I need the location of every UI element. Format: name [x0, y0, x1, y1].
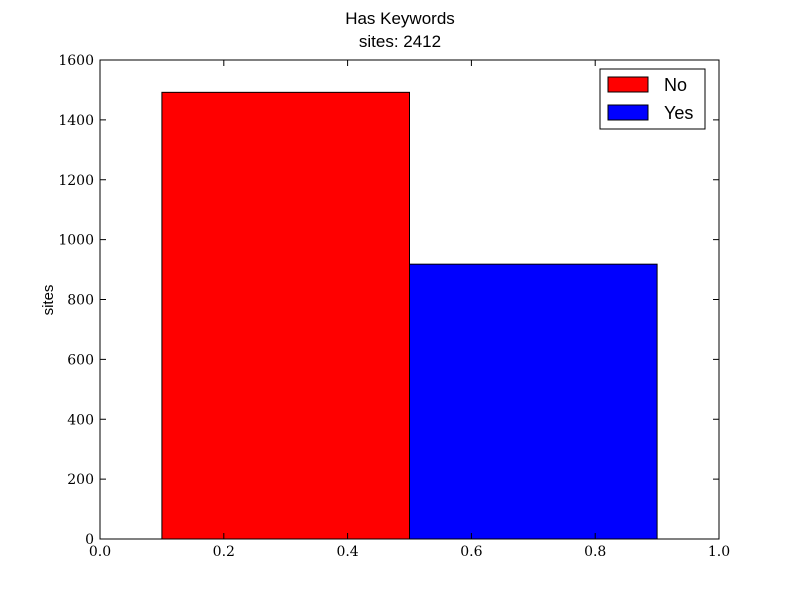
legend-swatch-no: [607, 76, 649, 93]
bars-layer: [161, 91, 658, 540]
y-tick-label: 1000: [58, 233, 94, 249]
bar-yes: [409, 263, 658, 540]
y-tick-label: 1400: [58, 113, 94, 129]
legend-swatch-yes: [607, 104, 649, 121]
y-tick-label: 0: [85, 532, 94, 548]
legend-label-yes: Yes: [664, 103, 693, 123]
plot-frame: [99, 59, 720, 540]
x-tick-label: 0.4: [336, 544, 358, 560]
x-tick-label: 0.2: [213, 544, 235, 560]
ticks-layer: 0.0 0.2 0.4 0.6 0.8 1.0 0 200 400 600 800 1000 1200 1…: [58, 53, 730, 560]
y-tick-label: 1600: [58, 53, 94, 69]
x-tick-label: 0.8: [584, 544, 606, 560]
bar-no: [161, 91, 410, 540]
legend: No Yes: [599, 68, 706, 130]
y-tick-label: 800: [67, 293, 94, 309]
chart-subtitle: sites: 2412: [359, 32, 441, 51]
x-tick-label: 0.0: [89, 544, 111, 560]
chart-title: Has Keywords: [345, 9, 455, 28]
y-tick-label: 1200: [58, 173, 94, 189]
y-axis-label: sites: [40, 285, 57, 316]
y-tick-label: 200: [67, 472, 94, 488]
y-tick-label: 600: [67, 352, 94, 368]
x-tick-label: 1.0: [708, 544, 730, 560]
x-tick-label: 0.6: [460, 544, 482, 560]
y-tick-label: 400: [67, 412, 94, 428]
legend-label-no: No: [664, 75, 687, 95]
